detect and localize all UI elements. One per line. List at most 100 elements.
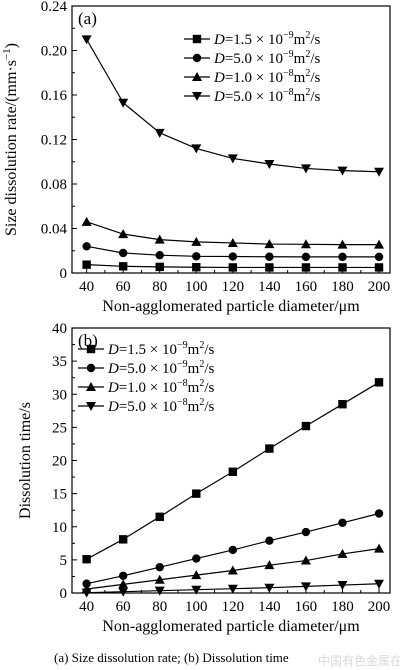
data-point bbox=[154, 128, 165, 138]
y-tick-label: 40 bbox=[52, 321, 67, 337]
x-tick-label: 180 bbox=[331, 599, 354, 615]
legend-marker bbox=[86, 402, 96, 411]
watermark: 中国有色金属在线 bbox=[318, 654, 400, 668]
data-point bbox=[191, 585, 202, 595]
data-point bbox=[192, 554, 201, 563]
data-point bbox=[155, 262, 164, 272]
data-point bbox=[81, 216, 92, 226]
legend-entry: D=5.0 × 10−8m2/s bbox=[107, 397, 214, 415]
legend-entry: D=5.0 × 10−9m2/s bbox=[213, 49, 320, 67]
data-point bbox=[192, 489, 201, 498]
data-point bbox=[154, 234, 165, 244]
data-point bbox=[374, 378, 384, 387]
data-point bbox=[227, 565, 238, 575]
data-point bbox=[81, 35, 92, 45]
y-axis-label: Dissolution time/s bbox=[17, 402, 34, 519]
chart-a: 40 60 80 100 120 140 160 180 200 0 0.04 0.08 0.12 0.1… bbox=[1, 0, 391, 315]
x-tick-label: 140 bbox=[258, 599, 281, 615]
x-tick-label: 120 bbox=[222, 279, 245, 295]
legend-marker bbox=[86, 363, 96, 373]
data-point bbox=[82, 555, 91, 564]
data-point bbox=[301, 263, 311, 272]
legend-marker bbox=[192, 53, 202, 63]
data-point bbox=[191, 236, 202, 246]
data-point bbox=[192, 252, 201, 261]
y-tick-label: 5 bbox=[60, 553, 68, 569]
x-tick-label: 80 bbox=[152, 279, 167, 295]
data-point bbox=[265, 536, 274, 545]
data-point bbox=[265, 263, 274, 272]
legend-marker bbox=[86, 382, 96, 391]
y-axis-label: Size dissolution rate/(mm·s−1) bbox=[1, 43, 20, 236]
legend-marker bbox=[192, 34, 202, 44]
data-point bbox=[374, 543, 385, 553]
data-point bbox=[300, 239, 311, 249]
x-axis-label: Non-agglomerated particle diameter/μm bbox=[102, 618, 360, 635]
data-point bbox=[82, 579, 91, 588]
data-point bbox=[155, 512, 164, 522]
data-point bbox=[155, 562, 164, 572]
data-point bbox=[118, 229, 129, 239]
x-tick-label: 200 bbox=[368, 279, 391, 295]
data-point bbox=[337, 581, 348, 591]
data-point bbox=[338, 252, 347, 262]
data-point bbox=[300, 582, 311, 592]
legend-marker bbox=[86, 344, 96, 354]
data-point bbox=[154, 586, 165, 596]
data-point bbox=[264, 239, 275, 249]
data-point bbox=[338, 399, 347, 409]
data-point bbox=[301, 527, 311, 537]
data-point bbox=[118, 262, 128, 271]
data-point bbox=[337, 166, 348, 176]
data-point bbox=[264, 159, 275, 169]
data-point bbox=[264, 560, 275, 570]
legend-entry: D=1.0 × 10−8m2/s bbox=[107, 378, 214, 396]
data-point bbox=[118, 587, 129, 597]
data-point bbox=[118, 98, 129, 108]
data-point bbox=[300, 555, 311, 565]
data-point bbox=[228, 545, 238, 555]
data-point bbox=[374, 263, 384, 272]
data-point bbox=[191, 144, 202, 154]
data-point bbox=[118, 535, 128, 544]
data-point bbox=[264, 583, 275, 593]
x-tick-label: 80 bbox=[152, 599, 167, 615]
data-point bbox=[338, 518, 347, 527]
data-point bbox=[227, 154, 238, 164]
data-point bbox=[227, 584, 238, 594]
data-point bbox=[191, 570, 202, 580]
data-point bbox=[227, 237, 238, 247]
data-point bbox=[374, 579, 385, 589]
figure: 40 60 80 100 120 140 160 180 20000.040.080.120.1… bbox=[1, 0, 391, 635]
y-tick-label: 0.16 bbox=[41, 88, 68, 104]
data-point bbox=[374, 252, 384, 262]
data-point bbox=[118, 579, 129, 589]
data-point bbox=[337, 548, 348, 558]
data-point bbox=[228, 467, 238, 476]
figure-caption: (a) Size dissolution rate; (b) Dissoluti… bbox=[54, 650, 289, 665]
legend-entry: D=5.0 × 10−9m2/s bbox=[107, 359, 214, 377]
data-point bbox=[192, 263, 201, 272]
y-tick-label: 20 bbox=[52, 454, 67, 470]
y-tick-label: 0.04 bbox=[41, 222, 68, 238]
data-point bbox=[82, 242, 91, 251]
y-tick-label: 0 bbox=[60, 266, 68, 282]
data-point bbox=[81, 588, 92, 598]
x-tick-label: 100 bbox=[185, 599, 208, 615]
data-point bbox=[265, 444, 274, 453]
data-point bbox=[154, 574, 165, 584]
legend-entry: D=5.0 × 10−8m2/s bbox=[213, 87, 320, 105]
y-tick-label: 15 bbox=[52, 487, 67, 503]
x-tick-label: 40 bbox=[79, 279, 94, 295]
x-tick-label: 60 bbox=[116, 279, 131, 295]
legend-entry: D=1.0 × 10−8m2/s bbox=[213, 68, 320, 86]
x-tick-label: 180 bbox=[331, 279, 354, 295]
data-point bbox=[118, 571, 128, 580]
y-tick-label: 25 bbox=[52, 420, 67, 436]
y-tick-label: 0.20 bbox=[41, 44, 67, 60]
data-point bbox=[337, 239, 348, 249]
legend-marker bbox=[192, 92, 202, 101]
data-point bbox=[301, 421, 311, 431]
x-tick-label: 200 bbox=[368, 599, 391, 615]
x-tick-label: 160 bbox=[295, 599, 318, 615]
